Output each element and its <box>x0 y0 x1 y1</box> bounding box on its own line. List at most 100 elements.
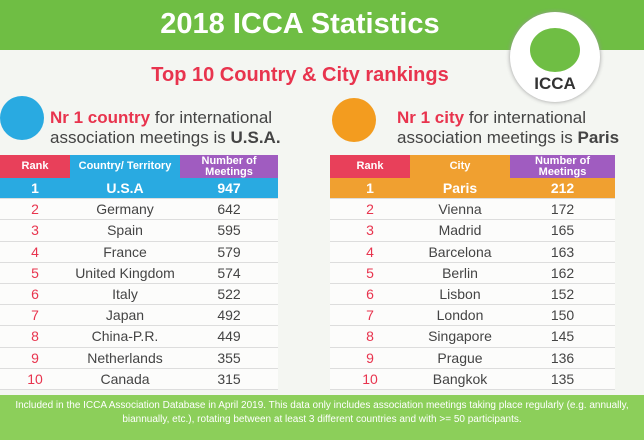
table-row: 4 Barcelona 163 <box>330 241 615 263</box>
country-table: Rank Country/ Territory Number of Meetings… <box>0 155 278 390</box>
cell: 4 <box>366 243 374 260</box>
column-header: City <box>410 155 510 178</box>
city-table: Rank City Number of Meetings 1 Paris 212 2 Vien… <box>330 155 615 390</box>
cell: 152 <box>550 286 575 303</box>
cell: 136 <box>550 349 575 366</box>
cell: 163 <box>550 243 575 260</box>
table-row: 3 Madrid 165 <box>330 220 615 242</box>
table-row: 9 Netherlands 355 <box>0 347 278 369</box>
cell: Italy <box>112 286 138 303</box>
cell: 135 <box>550 370 575 387</box>
cell: 9 <box>366 349 374 366</box>
cell: Vienna <box>438 201 482 218</box>
logo: ICCA <box>510 12 600 102</box>
cell: Paris <box>442 180 478 197</box>
cell: 6 <box>366 286 374 303</box>
cell: Singapore <box>428 328 492 345</box>
cell: Canada <box>100 370 150 387</box>
header-row: Rank City Number of Meetings <box>330 155 615 178</box>
cell: 6 <box>31 286 39 303</box>
cell: 165 <box>550 222 575 239</box>
column-header: Rank <box>0 155 70 178</box>
subtitle: Top 10 Country & City rankings <box>151 64 449 86</box>
cell: Bangkok <box>432 370 488 387</box>
cell: 7 <box>31 307 39 324</box>
column-header: Country/ Territory <box>70 155 180 178</box>
cell: 150 <box>550 307 575 324</box>
table-row: 6 Italy 522 <box>0 283 278 306</box>
cell: 3 <box>31 222 39 239</box>
footnote: Included in the ICCA Association Databas… <box>0 395 644 440</box>
table-row: 1 U.S.A 947 <box>0 178 278 200</box>
cell: Spain <box>107 222 143 239</box>
table-row: 5 Berlin 162 <box>330 262 615 284</box>
city-headline: Nr 1 city for international association … <box>397 108 642 148</box>
cell: Germany <box>96 201 154 218</box>
cell: 10 <box>362 370 378 387</box>
cell: 8 <box>366 328 374 345</box>
column-header: Rank <box>330 155 410 178</box>
cell: 1 <box>366 180 374 197</box>
table-row: 1 Paris 212 <box>330 178 615 200</box>
cell: Prague <box>437 349 483 366</box>
cell: China-P.R. <box>91 328 159 345</box>
cell: 2 <box>31 201 39 218</box>
cell: Madrid <box>438 222 482 239</box>
cell: Lisbon <box>439 286 481 303</box>
cell: 172 <box>550 201 575 218</box>
table-row: 9 Prague 136 <box>330 347 615 369</box>
cell: 5 <box>366 264 374 281</box>
table-row: 6 Lisbon 152 <box>330 283 615 306</box>
cell: 7 <box>366 307 374 324</box>
cell: 9 <box>31 349 39 366</box>
cell: 492 <box>217 307 241 324</box>
table-row: 2 Germany 642 <box>0 199 278 221</box>
cell: 579 <box>217 243 241 260</box>
table-row: 4 France 579 <box>0 241 278 263</box>
title: 2018 ICCA Statistics <box>160 8 440 40</box>
column-header: Number of Meetings <box>510 155 615 178</box>
cell: 947 <box>217 180 241 197</box>
cell: U.S.A <box>106 180 144 197</box>
cell: 5 <box>31 264 39 281</box>
column-header: Number of Meetings <box>180 155 278 178</box>
country-headline: Nr 1 country for international associati… <box>50 108 300 148</box>
cell: Japan <box>105 307 145 324</box>
cell: France <box>103 243 147 260</box>
table-row: 7 London 150 <box>330 305 615 327</box>
highlight: Nr 1 city <box>397 108 465 127</box>
text: for international association meetings i… <box>50 108 273 147</box>
cell: Netherlands <box>87 349 163 366</box>
cell: 162 <box>550 264 575 281</box>
table-row: 3 Spain 595 <box>0 220 278 242</box>
cell: 315 <box>217 370 241 387</box>
table-row: 2 Vienna 172 <box>330 199 615 221</box>
cell: 8 <box>31 328 39 345</box>
table-row: 10 Bangkok 135 <box>330 368 615 390</box>
cell: United Kingdom <box>75 264 175 281</box>
city-icon <box>332 98 376 142</box>
cell: Barcelona <box>428 243 492 260</box>
cell: 10 <box>27 370 43 387</box>
logo-text: ICCA <box>534 74 576 93</box>
winner: U.S.A. <box>230 128 281 147</box>
cell: 145 <box>550 328 575 345</box>
winner: Paris <box>577 128 620 147</box>
cell: 595 <box>217 222 241 239</box>
cell: 642 <box>217 201 241 218</box>
highlight: Nr 1 country <box>50 108 151 127</box>
table-row: 8 China-P.R. 449 <box>0 326 278 348</box>
cell: 4 <box>31 243 39 260</box>
cell: 2 <box>366 201 374 218</box>
cell: 355 <box>217 349 241 366</box>
cell: 574 <box>217 264 241 281</box>
table-row: 8 Singapore 145 <box>330 326 615 348</box>
table-row: 5 United Kingdom 574 <box>0 262 278 284</box>
cell: 212 <box>550 180 575 197</box>
table-row: 10 Canada 315 <box>0 368 278 390</box>
globe-icon <box>0 96 44 140</box>
cell: 449 <box>217 328 241 345</box>
cell: London <box>436 307 484 324</box>
header-row: Rank Country/ Territory Number of Meetings <box>0 155 278 178</box>
